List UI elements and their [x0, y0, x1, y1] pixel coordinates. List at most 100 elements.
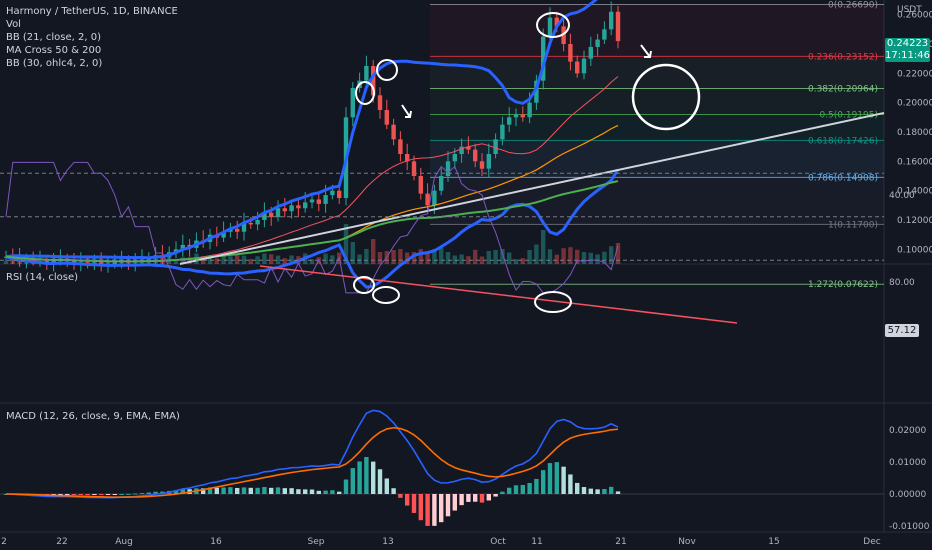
macd-histogram-bar	[105, 494, 111, 495]
macd-histogram-bar	[248, 487, 253, 494]
volume-bar	[391, 250, 396, 264]
price-tick-label: 0.10000	[897, 245, 932, 255]
volume-bar	[248, 259, 253, 264]
macd-histogram-bar	[418, 494, 423, 521]
macd-histogram-bar	[561, 466, 566, 494]
price-tick-label: 0.20000	[897, 99, 932, 109]
candle-body	[398, 139, 403, 154]
candle-body	[262, 212, 267, 220]
macd-histogram-bar	[595, 489, 600, 494]
macd-histogram-bar	[269, 487, 274, 494]
candle-body	[520, 114, 525, 118]
volume-bar	[3, 261, 9, 264]
volume-bar	[547, 249, 553, 264]
fib-level-label: 0.236(0.23152)	[808, 52, 878, 62]
volume-bar	[513, 259, 519, 264]
macd-histogram-bar	[58, 494, 63, 495]
candle-body	[173, 249, 179, 253]
volume-bar	[330, 255, 335, 264]
symbol-title: Harmony / TetherUS, 1D, BINANCE	[6, 6, 178, 17]
macd-histogram-bar	[275, 487, 281, 494]
ma200-line	[5, 180, 619, 263]
candle-body	[180, 244, 185, 250]
macd-histogram-bar	[255, 487, 260, 494]
volume-bar	[507, 252, 512, 264]
price-tick-label: 0.26000	[897, 11, 932, 21]
time-tick-label: Sep	[308, 537, 325, 547]
macd-histogram-bar	[173, 490, 179, 494]
macd-histogram-bar	[357, 461, 362, 494]
trendline	[179, 111, 885, 265]
candle-body	[51, 261, 56, 263]
candle-body	[541, 36, 546, 81]
volume-bar	[398, 249, 403, 264]
macd-histogram-bar	[221, 487, 226, 494]
price-tick-label: 0.22000	[897, 69, 932, 79]
candle-body	[303, 202, 308, 209]
countdown: 17:11:46	[885, 50, 930, 61]
candle-body	[568, 44, 573, 62]
macd-histogram-bar	[241, 487, 247, 494]
macd-histogram-bar	[377, 469, 383, 494]
last-price: 0.24223	[886, 38, 929, 49]
volume-bar	[343, 224, 349, 264]
candle-body	[323, 195, 328, 204]
volume-bar	[323, 253, 328, 264]
macd-histogram-bar	[133, 493, 138, 495]
macd-histogram-bar	[513, 485, 519, 494]
candle-body	[445, 161, 451, 176]
rsi-tick-label: 80.00	[889, 278, 915, 288]
macd-histogram-bar	[337, 491, 342, 494]
candle-body	[547, 17, 553, 37]
macd-histogram-bar	[180, 489, 185, 494]
macd-histogram-bar	[207, 487, 213, 494]
candle-body	[459, 146, 464, 154]
volume-bar	[275, 255, 281, 264]
candle-body	[466, 146, 471, 150]
macd-histogram-bar	[71, 494, 77, 495]
candle-body	[337, 190, 342, 198]
volume-bar	[31, 256, 36, 264]
time-tick-label: 22	[56, 537, 67, 547]
price-tick-label: 0.16000	[897, 157, 932, 167]
bb-lower-band	[5, 168, 620, 289]
candle-body	[479, 161, 485, 169]
time-tick-label: 13	[382, 537, 393, 547]
candle-body	[350, 88, 355, 118]
macd-tick-label: 0.02000	[889, 426, 926, 436]
volume-bar	[235, 255, 240, 264]
volume-bar	[262, 253, 267, 264]
macd-histogram-bar	[439, 494, 444, 523]
volume-bar	[534, 244, 539, 264]
volume-bar	[105, 261, 111, 264]
volume-bar	[364, 249, 369, 264]
macd-histogram-bar	[364, 457, 369, 494]
bb1-legend: BB (21, close, 2, 0)	[6, 32, 101, 43]
volume-bar	[255, 256, 260, 264]
volume-bar	[289, 255, 294, 264]
macd-histogram-bar	[139, 493, 145, 495]
macd-histogram-bar	[65, 494, 70, 495]
macd-histogram-bar	[78, 494, 83, 495]
macd-histogram-bar	[343, 479, 349, 494]
candle-body	[384, 110, 389, 125]
volume-bar	[581, 252, 587, 264]
time-tick-label: Dec	[863, 537, 880, 547]
macd-histogram-bar	[303, 489, 308, 494]
volume-bar	[588, 252, 593, 264]
candle-body	[432, 190, 437, 206]
volume-bar	[439, 248, 444, 264]
volume-bar	[459, 254, 464, 264]
volume-bar	[554, 254, 559, 264]
annotation-circle	[355, 81, 375, 105]
volume-bar	[10, 259, 15, 264]
candle-body	[588, 46, 593, 59]
candle-body	[289, 205, 294, 212]
macd-histogram-bar	[432, 494, 437, 526]
volume-bar	[500, 249, 505, 264]
macd-histogram-bar	[445, 494, 451, 517]
volume-bar	[568, 247, 573, 264]
macd-histogram-bar	[473, 494, 478, 502]
annotation-arrow	[640, 44, 652, 58]
